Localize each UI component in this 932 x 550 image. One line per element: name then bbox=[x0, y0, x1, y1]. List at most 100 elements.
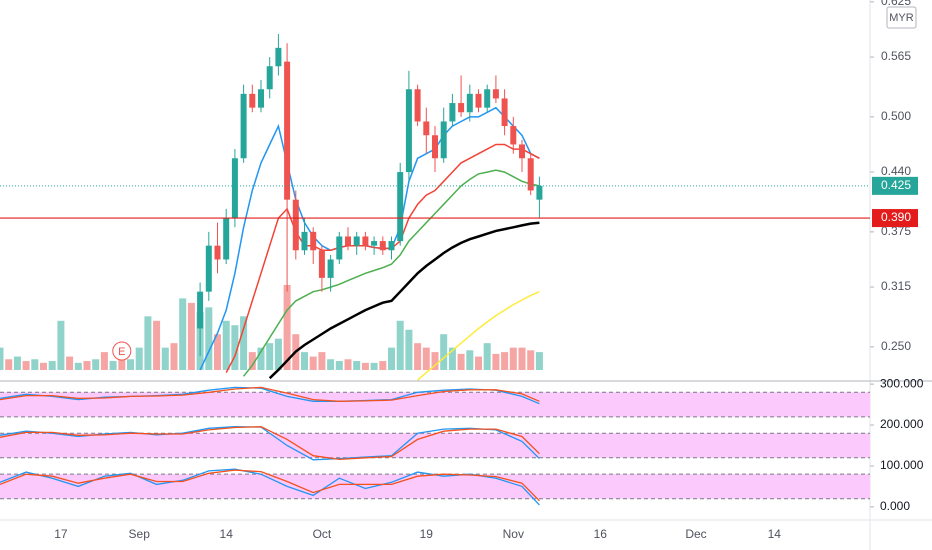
candle-body bbox=[449, 103, 456, 122]
x-tick-label: Dec bbox=[685, 527, 706, 541]
volume-bar bbox=[48, 361, 56, 370]
x-tick-label: 14 bbox=[220, 527, 234, 541]
volume-bar bbox=[475, 356, 482, 370]
x-tick-label: 14 bbox=[768, 527, 782, 541]
volume-bar bbox=[492, 353, 500, 370]
volume-bar bbox=[57, 320, 65, 370]
volume-bar bbox=[414, 343, 422, 370]
volume-bar bbox=[127, 359, 134, 370]
volume-bar bbox=[214, 334, 221, 370]
volume-bar bbox=[231, 325, 239, 370]
candle-body bbox=[492, 89, 499, 99]
volume-bar bbox=[222, 320, 230, 370]
candle-body bbox=[388, 241, 395, 251]
volume-bar bbox=[527, 350, 535, 370]
candle-body bbox=[527, 158, 534, 191]
candle-body bbox=[336, 236, 343, 260]
volume-bar bbox=[83, 361, 91, 370]
candle-body bbox=[301, 231, 308, 251]
volume-bar bbox=[144, 316, 152, 370]
candle-body bbox=[475, 93, 482, 108]
candle-body bbox=[310, 231, 317, 251]
volume-bar bbox=[396, 320, 404, 370]
volume-bar bbox=[22, 361, 30, 370]
oscillator-line bbox=[0, 386, 540, 402]
volume-bar bbox=[379, 361, 387, 370]
volume-bar bbox=[179, 298, 187, 370]
x-tick-label: 19 bbox=[420, 527, 434, 541]
volume-bar bbox=[327, 359, 335, 370]
y-tick-label: 0.315 bbox=[881, 279, 911, 293]
volume-bar bbox=[92, 359, 100, 370]
candle-body bbox=[423, 121, 430, 136]
volume-bar bbox=[448, 347, 456, 370]
volume-bar bbox=[0, 347, 4, 370]
price-line-box bbox=[872, 209, 918, 228]
candle-body bbox=[353, 236, 360, 246]
y-tick-label: 0.250 bbox=[881, 339, 911, 353]
volume-bar bbox=[344, 359, 352, 370]
candle-body bbox=[327, 259, 334, 278]
volume-bar bbox=[509, 347, 517, 370]
volume-bar bbox=[118, 353, 126, 370]
volume-bar bbox=[283, 285, 291, 370]
volume-bar bbox=[135, 347, 143, 370]
volume-bar bbox=[466, 350, 474, 370]
currency: MYR bbox=[889, 12, 914, 24]
candle-body bbox=[345, 236, 351, 246]
candle-body bbox=[223, 218, 230, 260]
volume-bar bbox=[457, 353, 465, 370]
volume-bar bbox=[74, 362, 82, 370]
x-tick-label: Oct bbox=[313, 527, 332, 541]
candle-body bbox=[205, 245, 212, 292]
volume-bar bbox=[5, 359, 13, 370]
candle-body bbox=[440, 121, 447, 159]
moving-average bbox=[268, 221, 540, 380]
volume-bar bbox=[501, 352, 509, 370]
candle-body bbox=[275, 47, 282, 67]
x-tick-label: Sep bbox=[129, 527, 151, 541]
candle-body bbox=[240, 93, 247, 159]
candle-body bbox=[414, 89, 421, 122]
volume-bar bbox=[318, 352, 326, 370]
event-marker bbox=[112, 341, 132, 361]
volume-bar bbox=[13, 356, 21, 370]
volume-bar bbox=[40, 362, 47, 370]
candle-body bbox=[266, 66, 273, 90]
volume-bar bbox=[335, 361, 343, 370]
candle-body bbox=[484, 89, 491, 108]
candle-body bbox=[397, 172, 404, 242]
volume-bar bbox=[518, 347, 526, 370]
volume-bar bbox=[301, 352, 308, 370]
y-tick-label: 100.000 bbox=[880, 458, 924, 472]
band bbox=[0, 433, 870, 458]
volume-bar bbox=[483, 343, 491, 370]
y-tick-label: 0.375 bbox=[881, 224, 911, 238]
volume-bar bbox=[187, 302, 195, 370]
volume-bar bbox=[405, 329, 413, 370]
last-price-box bbox=[872, 176, 918, 195]
candle-body bbox=[466, 93, 473, 113]
candle-body bbox=[405, 89, 412, 173]
volume-bar bbox=[309, 356, 317, 370]
band bbox=[0, 474, 870, 499]
volume-bar bbox=[361, 362, 369, 370]
volume-bar bbox=[170, 343, 178, 370]
y-tick-label: 0.625 bbox=[881, 0, 911, 8]
moving-average bbox=[243, 169, 540, 377]
volume-bar bbox=[240, 316, 248, 370]
volume-bar bbox=[100, 352, 108, 370]
candle-body bbox=[318, 250, 325, 278]
volume-bar bbox=[535, 352, 543, 370]
candle-body bbox=[519, 144, 525, 159]
x-tick-label: Nov bbox=[503, 527, 524, 541]
candle-body bbox=[501, 98, 508, 127]
y-tick-label: 200.000 bbox=[880, 417, 924, 431]
x-tick-label: 17 bbox=[54, 527, 68, 541]
y-tick-label: 300.000 bbox=[880, 376, 924, 390]
volume-bar bbox=[31, 359, 39, 370]
candle-body bbox=[249, 93, 256, 108]
candle-body bbox=[197, 291, 204, 329]
